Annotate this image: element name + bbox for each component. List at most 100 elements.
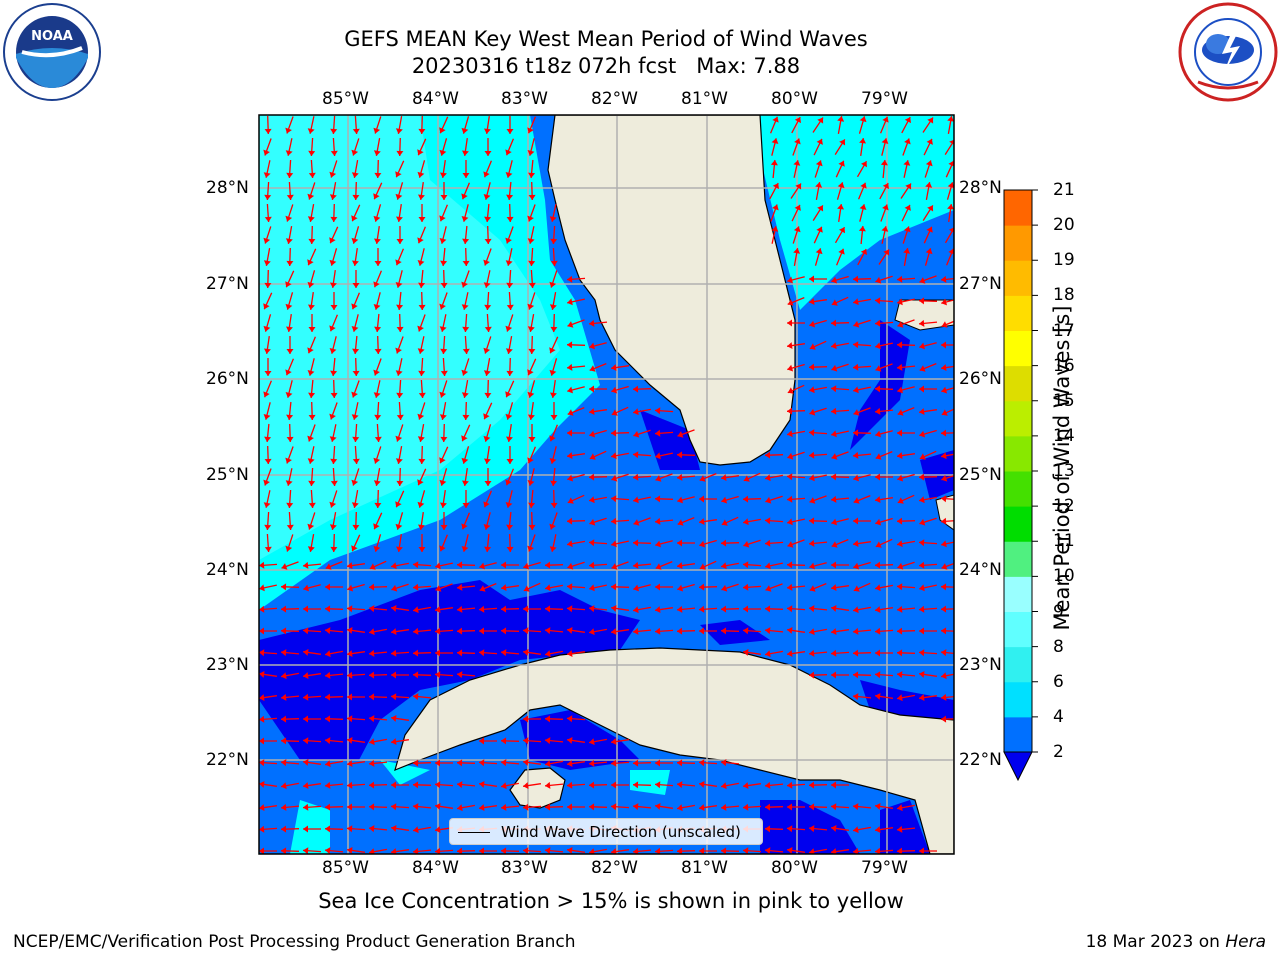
wind-arrow-head [457,649,463,657]
wind-arrow-head [882,183,889,190]
wind-arrow-head [413,561,419,569]
wind-arrow-head [369,848,375,854]
wind-arrow-head [882,204,889,211]
wind-arrow-head [396,392,404,398]
wind-arrow-head [567,605,573,613]
wind-arrow-head [347,605,353,613]
wind-arrow-head [853,298,859,306]
wind-arrow-head [417,436,425,442]
wind-arrow-head [330,128,338,134]
wind-arrow-head [948,248,954,255]
wind-arrow-head [413,606,419,614]
wind-arrow-head [589,605,595,613]
lon-tick-top: 79°W [861,89,908,109]
wind-arrow-head [875,606,881,613]
lon-tick-bottom: 79°W [861,858,908,878]
wind-arrow-head [413,826,419,834]
wind-arrow-head [941,495,947,503]
wind-arrow-head [351,215,358,222]
wind-arrow-head [484,392,492,398]
wind-arrow-head [308,172,316,178]
wind-arrow-head [506,194,514,200]
wind-arrow-head [417,237,424,244]
wind-arrow-head [853,320,860,328]
wind-arrow-head [875,342,881,350]
wind-arrow-head [787,803,792,811]
wind-arrow-head [395,171,402,178]
wind-arrow-head [369,738,375,746]
wind-arrow-head [457,605,463,613]
wind-arrow-head [396,480,404,486]
colorbar-segment [1004,225,1032,261]
wind-arrow-head [795,183,802,190]
wind-arrow-head [484,458,491,464]
wind-arrow-head [369,803,375,811]
wind-arrow-head [809,585,816,592]
wind-arrow-head [528,437,536,442]
wind-arrow-head [699,759,705,767]
wind-arrow-head [897,847,903,854]
wind-arrow-head [483,347,491,354]
lon-tick-top: 81°W [681,89,728,109]
wind-arrow-head [853,363,859,371]
wind-arrow-head [418,547,426,552]
wind-arrow-head [373,215,381,222]
wind-arrow-head [545,561,551,569]
wind-arrow-head [875,584,881,592]
wind-arrow-head [330,392,338,398]
wind-arrow-head [793,248,801,254]
wind-arrow-head [330,150,338,156]
colorbar-tick-label: 4 [1053,706,1064,727]
wind-arrow-head [435,803,441,810]
lat-tick-left: 24°N [206,560,249,580]
lat-tick-left: 23°N [206,655,249,675]
wind-arrow-head [655,563,662,570]
wind-arrow-head [285,480,293,486]
wind-arrow-head [787,583,793,591]
wind-arrow-head [567,275,573,283]
wind-arrow-head [949,227,954,233]
wind-arrow-head [352,128,360,134]
wind-arrow-head [264,436,272,442]
wind-arrow-head [947,204,954,210]
lat-tick-right: 24°N [959,560,1002,580]
wind-arrow-head [501,759,507,767]
wind-arrow-head [919,496,925,504]
wind-arrow-head [506,524,514,530]
wind-arrow-head [523,759,529,766]
wind-arrow-head [457,759,463,767]
wind-arrow-head [633,473,639,481]
wind-arrow-head [435,627,441,635]
wind-arrow-head [633,606,639,614]
wind-arrow-head [919,584,925,592]
wind-arrow-head [853,562,860,570]
wind-arrow-head [633,408,639,416]
wind-arrow-head [831,407,837,415]
wind-arrow-head [325,650,331,658]
wind-arrow-head [699,563,706,570]
wind-arrow-head [611,628,617,635]
wind-arrow-head [391,693,397,701]
wind-arrow-head [440,525,448,530]
wind-arrow-head [787,605,793,613]
wind-arrow-head [396,326,404,332]
wind-arrow-head [677,562,683,569]
wind-arrow-head [528,194,536,200]
wind-arrow-head [418,458,426,464]
wind-arrow-head [263,502,271,508]
wind-arrow-head [391,562,397,570]
wind-arrow-head [439,149,447,156]
wind-arrow-head [505,237,512,244]
wind-arrow-head [721,759,727,767]
wind-arrow-head [859,116,867,123]
wind-arrow-head [589,584,595,592]
map-legend: Wind Wave Direction (unscaled) [449,818,763,845]
wind-arrow-head [941,540,947,548]
wind-arrow-head [897,627,903,635]
colorbar-segment [1004,295,1032,331]
wind-arrow-head [347,760,353,767]
lon-tick-bottom: 80°W [771,858,818,878]
wind-arrow-head [897,474,904,482]
wind-arrow-head [285,238,293,244]
wind-arrow-head [501,649,507,657]
